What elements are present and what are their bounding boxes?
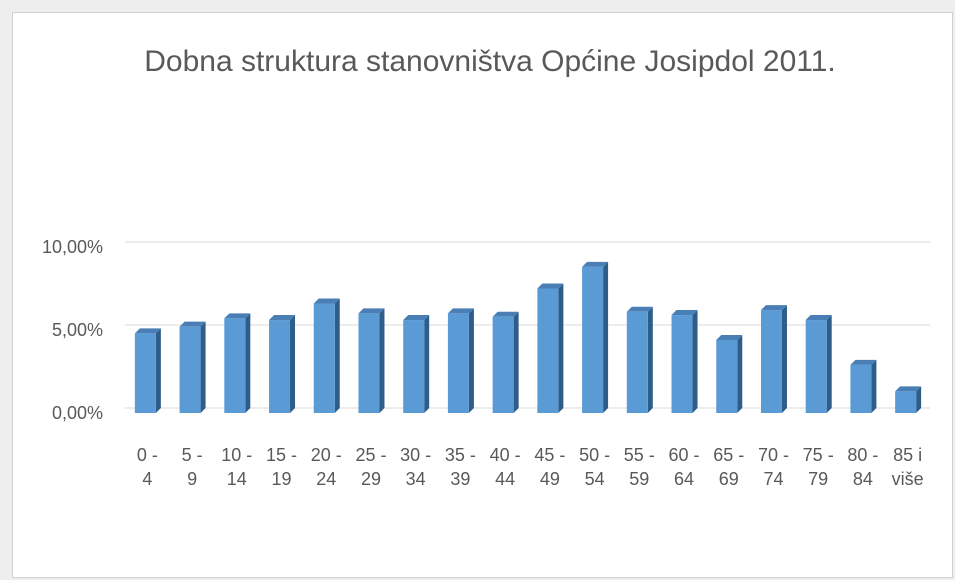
bar-side — [692, 310, 698, 413]
bar — [313, 298, 340, 413]
bar-top — [269, 315, 296, 321]
bar-front — [582, 266, 604, 413]
bar-front — [269, 320, 291, 413]
x-tick-label: 50 - 54 — [579, 445, 611, 489]
bar-top — [403, 315, 430, 321]
bar-front — [760, 310, 782, 413]
bar-side — [781, 305, 787, 413]
bar-top — [537, 283, 564, 289]
bar-front — [895, 391, 917, 413]
bar-front — [850, 364, 872, 413]
x-tick-label: 85 i više — [891, 445, 924, 489]
bar-front — [716, 339, 738, 413]
x-tick-label: 45 - 49 — [534, 445, 566, 489]
bar-front — [492, 316, 514, 413]
bar-top — [358, 308, 385, 314]
bar-top — [671, 310, 698, 316]
bar-side — [468, 308, 474, 413]
bar-front — [134, 333, 156, 413]
x-tick-label: 20 - 24 — [310, 445, 342, 489]
bar — [447, 308, 474, 413]
bar — [224, 313, 251, 413]
bar-front — [358, 313, 380, 413]
bar-top — [224, 313, 251, 319]
bar-top — [134, 328, 161, 334]
bar-top — [850, 359, 877, 365]
bar-top — [760, 305, 787, 311]
y-tick-label: 10,00% — [41, 237, 103, 257]
bar — [805, 315, 832, 413]
bar — [850, 359, 877, 413]
bar-top — [582, 261, 609, 267]
bar-side — [647, 306, 653, 413]
x-tick-label: 30 - 34 — [400, 445, 432, 489]
bar-side — [424, 315, 430, 413]
bar-side — [200, 321, 206, 413]
bar-side — [737, 334, 743, 413]
bar-front — [671, 315, 693, 413]
x-tick-label: 5 - 9 — [181, 445, 203, 489]
x-tick-label: 0 - 4 — [136, 445, 158, 489]
x-tick-label: 40 - 44 — [489, 445, 521, 489]
x-tick-label: 25 - 29 — [355, 445, 387, 489]
bar — [492, 311, 519, 413]
bar-side — [513, 311, 519, 413]
bar-front — [537, 288, 559, 413]
bar-side — [826, 315, 832, 413]
bar-side — [603, 261, 609, 413]
x-tick-label: 35 - 39 — [444, 445, 476, 489]
bar-side — [558, 283, 564, 413]
bar — [582, 261, 609, 413]
bar — [403, 315, 430, 413]
bar — [134, 328, 161, 413]
bar-top — [313, 298, 340, 304]
bar-top — [626, 306, 653, 312]
bar — [269, 315, 296, 413]
bar-top — [447, 308, 474, 314]
y-tick-label: 5,00% — [51, 320, 103, 340]
bar-top — [179, 321, 206, 327]
chart-title: Dobna struktura stanovništva Općine Josi… — [144, 45, 836, 78]
bar-front — [403, 320, 425, 413]
bar — [671, 310, 698, 413]
y-tick-label: 0,00% — [51, 403, 103, 423]
bar-top — [895, 386, 922, 392]
bar-side — [379, 308, 385, 413]
bar-front — [313, 303, 335, 413]
bar-side — [290, 315, 296, 413]
bar-side — [916, 386, 922, 413]
bar-front — [179, 326, 201, 413]
bar-top — [492, 311, 519, 317]
bar — [895, 386, 922, 413]
x-tick-label: 65 - 69 — [713, 445, 745, 489]
x-tick-label: 60 - 64 — [668, 445, 700, 489]
bar — [179, 321, 206, 413]
bar-side — [871, 359, 877, 413]
bar-top — [805, 315, 832, 321]
bar — [716, 334, 743, 413]
bar — [358, 308, 385, 413]
bar-side — [334, 298, 340, 413]
bar-top — [716, 334, 743, 340]
bar-front — [447, 313, 469, 413]
x-tick-label: 80 - 84 — [847, 445, 879, 489]
x-tick-label: 55 - 59 — [623, 445, 655, 489]
bar — [537, 283, 564, 413]
bar-side — [155, 328, 161, 413]
chart-area — [12, 12, 953, 578]
x-tick-label: 15 - 19 — [266, 445, 298, 489]
x-tick-label: 10 - 14 — [221, 445, 253, 489]
bar-side — [245, 313, 251, 413]
bar-front — [626, 311, 648, 413]
bar — [760, 305, 787, 413]
bar — [626, 306, 653, 413]
bar-front — [805, 320, 827, 413]
bar-front — [224, 318, 246, 413]
x-tick-label: 70 - 74 — [757, 445, 789, 489]
x-tick-label: 75 - 79 — [802, 445, 834, 489]
